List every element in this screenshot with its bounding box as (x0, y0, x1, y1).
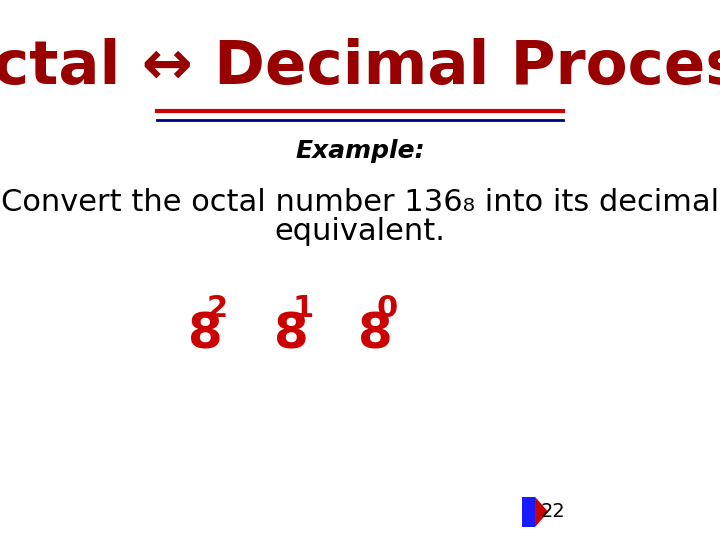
Text: 22: 22 (540, 502, 565, 522)
Text: Example:: Example: (295, 139, 425, 163)
Text: 8: 8 (188, 311, 222, 359)
Text: 8: 8 (274, 311, 309, 359)
Text: equivalent.: equivalent. (274, 217, 446, 246)
Text: 8: 8 (358, 311, 392, 359)
Text: 1: 1 (293, 294, 314, 323)
Text: 2: 2 (207, 294, 228, 323)
Polygon shape (535, 497, 548, 527)
Text: Convert the octal number 136₈ into its decimal: Convert the octal number 136₈ into its d… (1, 188, 719, 217)
Text: 0: 0 (377, 294, 398, 323)
Polygon shape (522, 497, 535, 527)
Text: Octal ↔ Decimal Process: Octal ↔ Decimal Process (0, 38, 720, 97)
